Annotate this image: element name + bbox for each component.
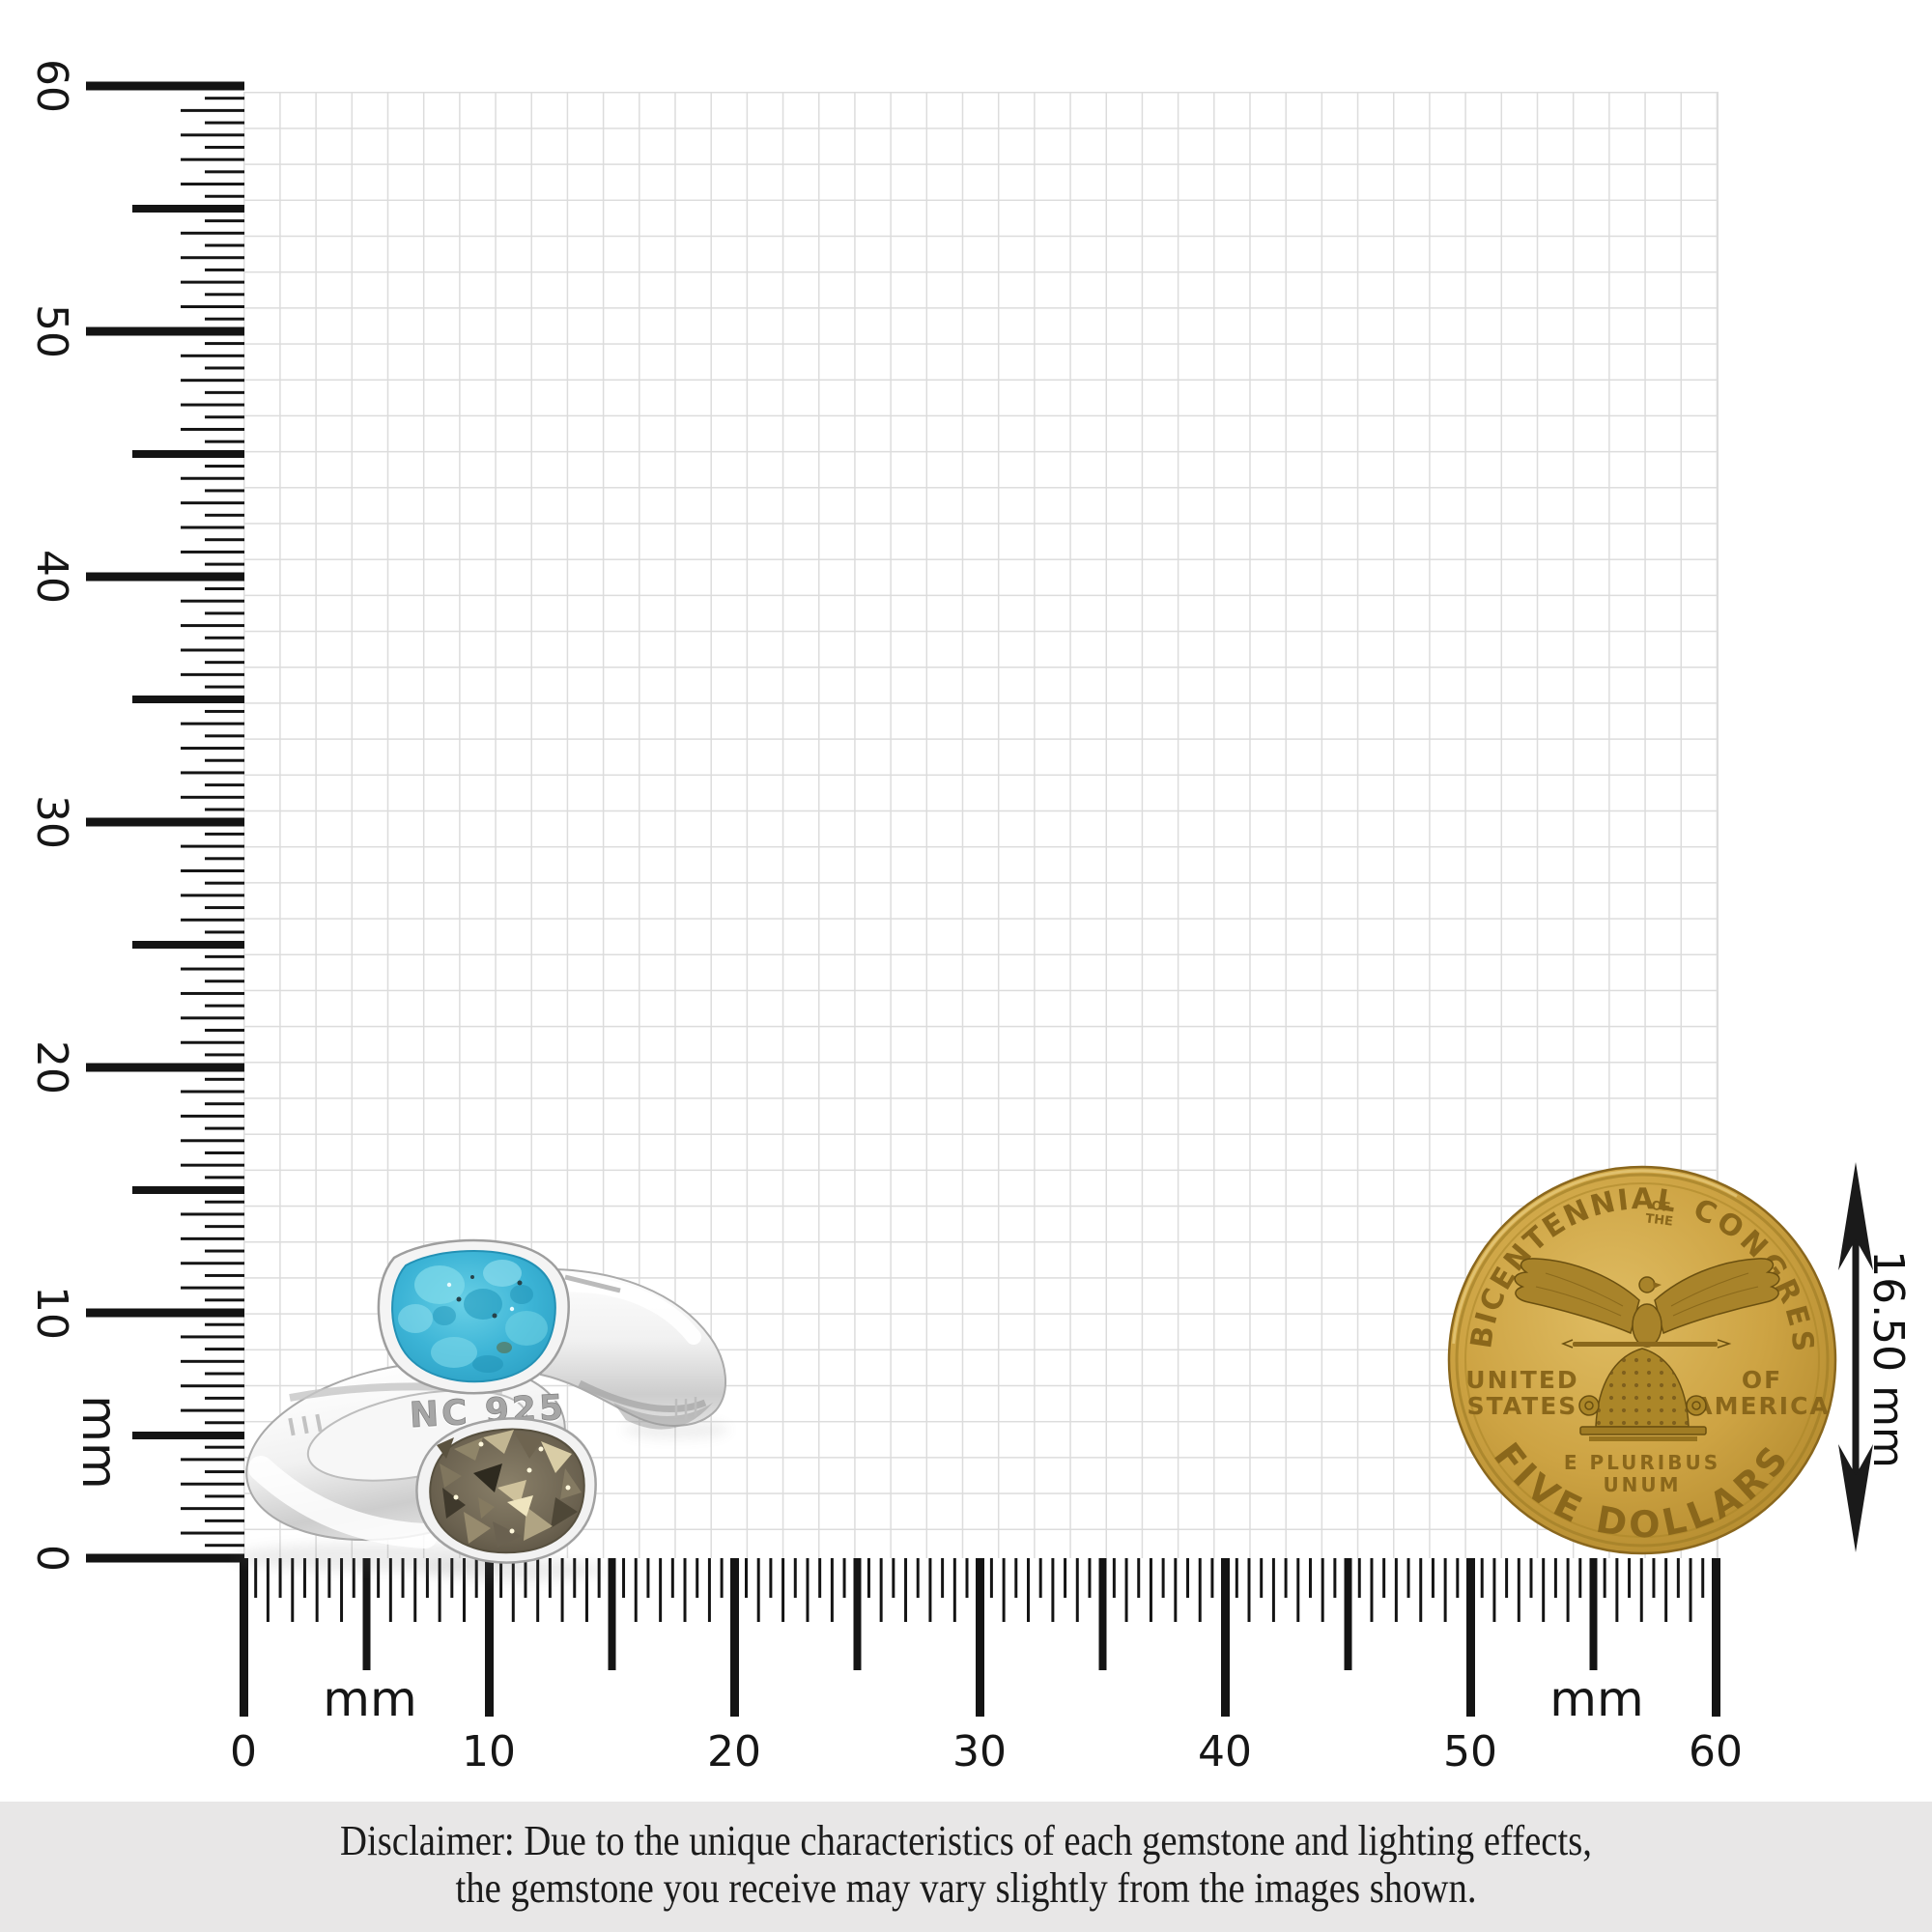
horizontal-ruler-label-10: 10 xyxy=(462,1727,516,1776)
horizontal-ruler-label-50: 50 xyxy=(1443,1727,1497,1776)
vertical-ruler-label-10: 10 xyxy=(27,1286,77,1340)
horizontal-ruler-label-20: 20 xyxy=(707,1727,761,1776)
vertical-ruler-label-60: 60 xyxy=(27,59,77,113)
vertical-ruler-unit: mm xyxy=(71,1395,128,1490)
vertical-ruler-label-20: 20 xyxy=(27,1040,77,1094)
vertical-ruler-label-40: 40 xyxy=(27,550,77,604)
horizontal-ruler-label-0: 0 xyxy=(230,1727,257,1776)
disclaimer-strip: Disclaimer: Due to the unique characteri… xyxy=(0,1802,1932,1932)
horizontal-ruler xyxy=(240,1558,1720,1719)
horizontal-ruler-label-60: 60 xyxy=(1689,1727,1743,1776)
graph-paper-grid xyxy=(243,92,1719,1558)
vertical-ruler-label-50: 50 xyxy=(27,304,77,358)
svg-text:OF: OF xyxy=(1742,1366,1782,1394)
measurement-arrow: 16.50 mm xyxy=(1838,1162,1913,1552)
horizontal-ruler-unit-left: mm xyxy=(323,1671,417,1727)
horizontal-ruler-unit-right: mm xyxy=(1549,1671,1644,1727)
measurement-label: 16.50 mm xyxy=(1863,1250,1913,1468)
disclaimer-line-1: Disclaimer: Due to the unique characteri… xyxy=(340,1817,1592,1864)
horizontal-ruler-label-40: 40 xyxy=(1198,1727,1252,1776)
vertical-ruler-label-30: 30 xyxy=(27,795,77,849)
vertical-ruler xyxy=(86,81,244,1563)
disclaimer-line-2: the gemstone you receive may vary slight… xyxy=(455,1864,1477,1912)
vertical-ruler-label-0: 0 xyxy=(27,1545,77,1572)
horizontal-ruler-label-30: 30 xyxy=(952,1727,1007,1776)
